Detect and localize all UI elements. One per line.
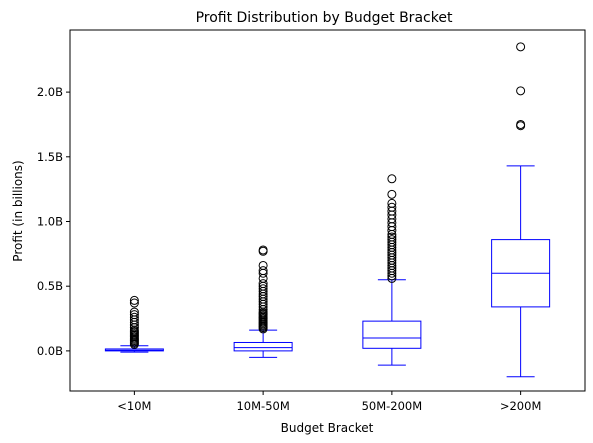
x-axis-label: Budget Bracket [281,421,374,435]
outlier-point [258,266,268,276]
outlier-point [387,232,397,242]
outlier-point [387,189,397,199]
outlier-point [258,245,268,255]
outlier-point [258,260,268,270]
outlier-point [387,202,397,212]
outlier-point [129,307,139,317]
outlier-point [129,310,139,320]
plot-frame [69,29,586,392]
box-group-10m [104,295,164,353]
outlier-point [387,198,397,208]
y-tick-label: 0.0B [37,344,63,358]
y-tick-label: 1.0B [37,214,63,228]
outlier-point [387,174,397,184]
y-tick-label: 2.0B [37,85,63,99]
y-tick-label: 0.5B [37,279,63,293]
x-tick-label: 10M-50M [236,399,289,413]
outlier-point [129,298,139,308]
box-group-10m-50m [233,245,293,358]
y-tick-label: 1.5B [37,150,63,164]
chart-title: Profit Distribution by Budget Bracket [196,10,453,26]
outlier-point [387,235,397,245]
outlier-point [516,119,526,129]
outlier-point [258,284,268,294]
y-axis-label: Profit (in billions) [11,160,25,261]
outlier-point [129,295,139,305]
box-group-50m-200m [362,174,422,366]
iqr-box [362,320,422,349]
outlier-point [258,279,268,289]
x-tick-label: <10M [117,399,151,413]
outlier-point [516,86,526,96]
iqr-box [233,341,293,352]
box-group-200m [491,42,551,378]
outlier-point [516,42,526,52]
outlier-point [129,312,139,322]
x-tick-label: >200M [500,399,542,413]
x-tick-label: 50M-200M [362,399,423,413]
